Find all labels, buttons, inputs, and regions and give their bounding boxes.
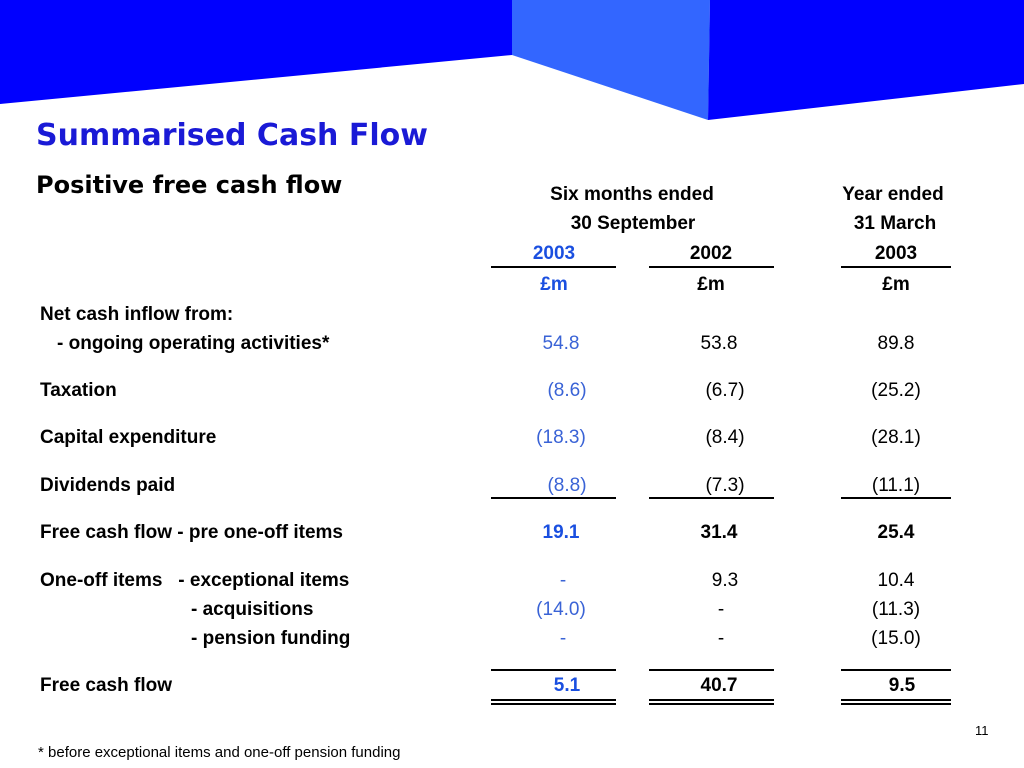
cell-dividends-col2: (7.3): [705, 475, 745, 496]
total-topline-col1: [491, 669, 616, 671]
cell-dividends-col1: (8.8): [547, 475, 587, 496]
total-double-line-b-col2: [649, 703, 774, 705]
cell-pension-col1: -: [559, 628, 567, 649]
cell-capex-col1: (18.3): [536, 427, 586, 448]
row-label-fcf: Free cash flow: [40, 675, 172, 696]
total-double-line-a-col2: [649, 699, 774, 701]
header-underline-col3: [841, 266, 951, 268]
cell-acquisitions-col3: (11.3): [871, 599, 921, 620]
header-banner: [0, 0, 1024, 120]
cell-exceptional-col3: 10.4: [877, 570, 915, 591]
cell-taxation-col1: (8.6): [547, 380, 587, 401]
col3-unit: £m: [882, 274, 910, 295]
cell-fcf-pre-col3: 25.4: [877, 522, 915, 543]
cell-ongoing-col2: 53.8: [700, 333, 738, 354]
cell-fcf-pre-col2: 31.4: [700, 522, 738, 543]
subtotal-line-col1: [491, 497, 616, 499]
cell-acquisitions-col2: -: [717, 599, 725, 620]
section-label: Net cash inflow from:: [40, 304, 234, 325]
cell-pension-col2: -: [717, 628, 725, 649]
cell-ongoing-col1: 54.8: [542, 333, 580, 354]
col1-year: 2003: [532, 243, 576, 264]
cell-acquisitions-col1: (14.0): [536, 599, 586, 620]
cell-fcf-col1: 5.1: [553, 675, 581, 696]
header-underline-col2: [649, 266, 774, 268]
page-number: 11: [975, 723, 989, 738]
cell-fcf-pre-col1: 19.1: [542, 522, 580, 543]
row-label-acquisitions: - acquisitions: [191, 599, 314, 620]
col2-year: 2002: [689, 243, 733, 264]
row-label-taxation: Taxation: [40, 380, 117, 401]
year-ended-header-line1: Year ended: [842, 184, 944, 205]
col1-unit: £m: [540, 274, 568, 295]
total-topline-col3: [841, 669, 951, 671]
cell-capex-col2: (8.4): [705, 427, 745, 448]
cell-dividends-col3: (11.1): [871, 475, 921, 496]
total-double-line-a-col3: [841, 699, 951, 701]
col2-unit: £m: [697, 274, 725, 295]
cell-taxation-col2: (6.7): [705, 380, 745, 401]
total-topline-col2: [649, 669, 774, 671]
subtotal-line-col3: [841, 497, 951, 499]
year-ended-header-line2: 31 March: [853, 213, 937, 234]
cell-pension-col3: (15.0): [871, 628, 921, 649]
subtotal-line-col2: [649, 497, 774, 499]
row-label-exceptional: One-off items - exceptional items: [40, 570, 350, 591]
row-label-pension: - pension funding: [191, 628, 351, 649]
total-double-line-a-col1: [491, 699, 616, 701]
six-months-header-line1: Six months ended: [550, 184, 714, 205]
row-label-ongoing: - ongoing operating activities*: [57, 333, 330, 354]
total-double-line-b-col1: [491, 703, 616, 705]
col3-year: 2003: [874, 243, 918, 264]
six-months-header-line2: 30 September: [570, 213, 696, 234]
cell-fcf-col3: 9.5: [888, 675, 916, 696]
cell-taxation-col3: (25.2): [871, 380, 921, 401]
page-title: Summarised Cash Flow: [36, 118, 428, 153]
cell-exceptional-col2: 9.3: [711, 570, 739, 591]
footnote: * before exceptional items and one-off p…: [38, 744, 401, 761]
total-double-line-b-col3: [841, 703, 951, 705]
header-underline-col1: [491, 266, 616, 268]
row-label-capex: Capital expenditure: [40, 427, 217, 448]
cell-capex-col3: (28.1): [871, 427, 921, 448]
cell-ongoing-col3: 89.8: [877, 333, 915, 354]
cell-fcf-col2: 40.7: [700, 675, 738, 696]
page-subtitle: Positive free cash flow: [36, 171, 343, 199]
cell-exceptional-col1: -: [559, 570, 567, 591]
row-label-fcf-pre: Free cash flow - pre one-off items: [40, 522, 343, 543]
row-label-dividends: Dividends paid: [40, 475, 176, 496]
